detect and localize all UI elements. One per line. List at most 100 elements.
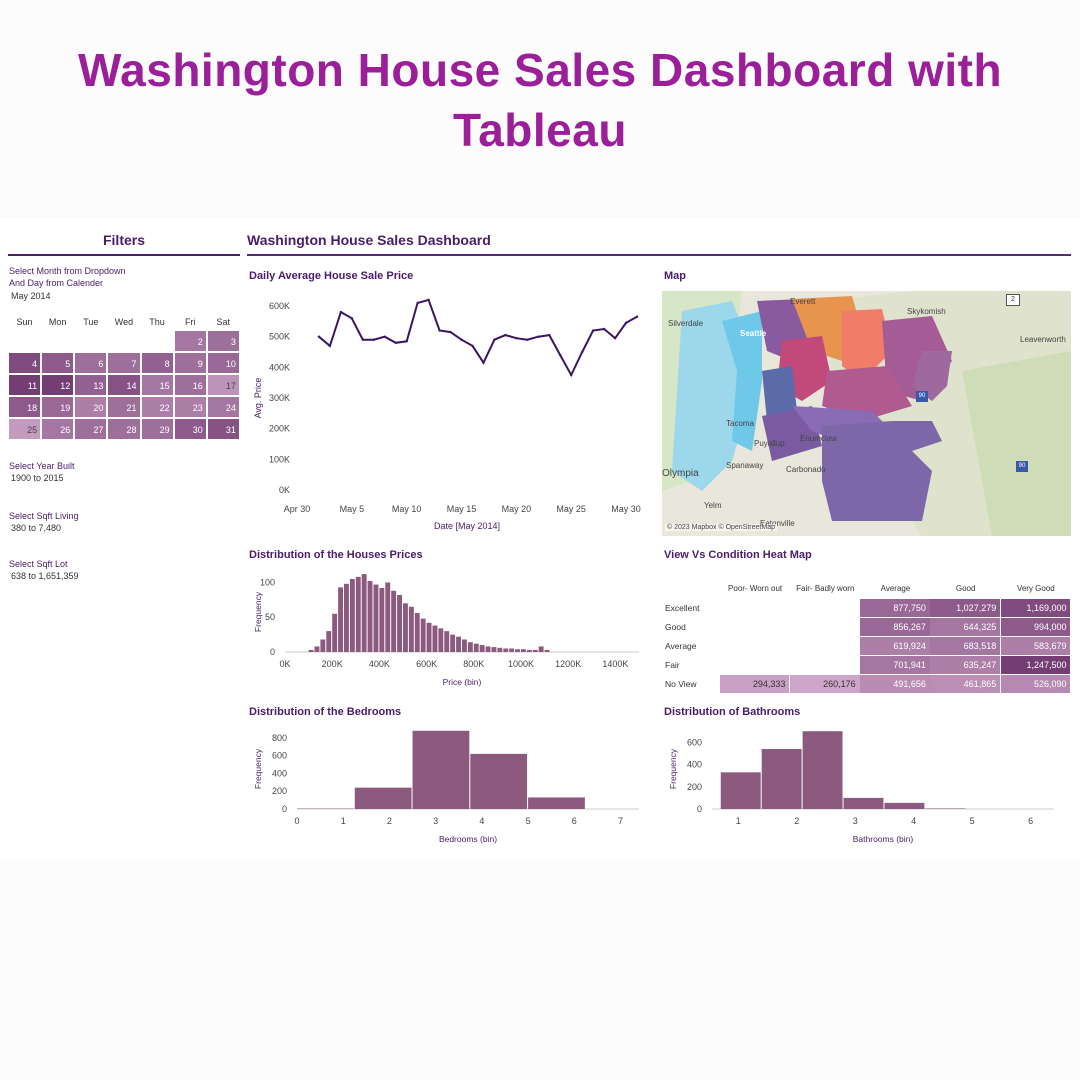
- heatmap-cell[interactable]: 619,924: [860, 636, 930, 655]
- histogram-bar[interactable]: [497, 647, 503, 652]
- heatmap-cell[interactable]: 701,941: [860, 655, 930, 674]
- price-point[interactable]: [350, 317, 354, 320]
- histogram-bar[interactable]: [385, 582, 391, 652]
- price-point[interactable]: [438, 329, 441, 332]
- calendar-day-22[interactable]: 22: [140, 396, 174, 418]
- price-point[interactable]: [624, 321, 628, 325]
- histogram-bar[interactable]: [403, 603, 408, 652]
- calendar-day-6[interactable]: 6: [74, 352, 108, 374]
- price-point[interactable]: [559, 353, 562, 357]
- price-point[interactable]: [416, 301, 419, 305]
- histogram-bar[interactable]: [397, 594, 402, 652]
- histogram-bar[interactable]: [338, 587, 343, 652]
- heatmap-cell[interactable]: 877,750: [860, 598, 930, 617]
- histogram-bar[interactable]: [761, 749, 802, 809]
- heatmap-cell[interactable]: 635,247: [930, 655, 1001, 674]
- calendar-day-30[interactable]: 30: [173, 418, 207, 440]
- calendar-day-12[interactable]: 12: [41, 374, 75, 396]
- heatmap-cell[interactable]: 1,027,279: [930, 598, 1001, 617]
- sqft-living-filter[interactable]: 380 to 7,480: [11, 523, 62, 533]
- price-point[interactable]: [569, 373, 573, 377]
- histogram-bar[interactable]: [720, 772, 761, 809]
- month-dropdown[interactable]: May 2014: [11, 291, 51, 301]
- price-point[interactable]: [372, 338, 375, 341]
- calendar-day-27[interactable]: 27: [74, 418, 108, 440]
- price-point[interactable]: [482, 361, 485, 364]
- histogram-bar[interactable]: [420, 618, 426, 652]
- price-point[interactable]: [460, 338, 463, 341]
- calendar-day-19[interactable]: 19: [41, 396, 75, 418]
- calendar-day-28[interactable]: 28: [107, 418, 141, 440]
- histogram-bar[interactable]: [354, 787, 412, 809]
- year-built-filter[interactable]: 1900 to 2015: [11, 473, 64, 483]
- price-point[interactable]: [526, 338, 529, 341]
- price-point[interactable]: [504, 333, 507, 337]
- histogram-bar[interactable]: [332, 613, 338, 652]
- histogram-bar[interactable]: [444, 631, 450, 652]
- histogram-bar[interactable]: [426, 622, 432, 652]
- calendar-day-25[interactable]: 25: [8, 418, 42, 440]
- histogram-bar[interactable]: [414, 613, 420, 652]
- bedrooms-histogram[interactable]: 0 200 400 600 800 0 1 2 3 4 5 6 7 Bedrooms (bin) Frequ…: [247, 723, 647, 851]
- price-point[interactable]: [493, 338, 496, 341]
- histogram-bar[interactable]: [526, 649, 532, 652]
- histogram-bar[interactable]: [485, 646, 491, 652]
- calendar-day-11[interactable]: 11: [8, 374, 42, 396]
- histogram-bar[interactable]: [391, 590, 397, 652]
- histogram-bar[interactable]: [373, 584, 379, 652]
- price-point[interactable]: [635, 315, 639, 318]
- histogram-bar[interactable]: [450, 634, 456, 652]
- line-chart[interactable]: 0K 100K 200K 300K 400K 500K 600K Apr 30 May 5 May…: [247, 288, 647, 538]
- histogram-bar[interactable]: [473, 643, 479, 652]
- histogram-bar[interactable]: [503, 648, 509, 652]
- price-point[interactable]: [361, 338, 365, 341]
- heatmap-cell[interactable]: 260,176: [789, 674, 860, 693]
- histogram-bar[interactable]: [528, 797, 585, 809]
- histogram-bar[interactable]: [467, 642, 473, 652]
- histogram-bar[interactable]: [802, 731, 843, 809]
- price-point[interactable]: [613, 337, 617, 340]
- calendar-day-2[interactable]: 2: [173, 330, 207, 352]
- histogram-bar[interactable]: [479, 645, 485, 652]
- heatmap-cell[interactable]: 461,865: [930, 674, 1001, 693]
- heatmap-cell[interactable]: 1,247,500: [1000, 655, 1071, 674]
- histogram-bar[interactable]: [326, 631, 332, 652]
- price-series-line[interactable]: [318, 298, 638, 378]
- price-point[interactable]: [591, 329, 595, 332]
- calendar-day-9[interactable]: 9: [173, 352, 207, 374]
- calendar-day-18[interactable]: 18: [8, 396, 42, 418]
- view-condition-heatmap[interactable]: Poor- Worn out Fair- Badly worn Average Goo…: [662, 584, 1071, 693]
- heatmap-cell[interactable]: 583,679: [1000, 636, 1071, 655]
- price-point[interactable]: [405, 340, 408, 343]
- heatmap-cell[interactable]: 644,325: [930, 617, 1001, 636]
- histogram-bar[interactable]: [521, 649, 526, 652]
- region-map[interactable]: Silverdale Skykomish Leavenworth Tacoma …: [662, 291, 1071, 536]
- price-point[interactable]: [471, 344, 474, 348]
- histogram-bar[interactable]: [491, 647, 497, 652]
- histogram-bar[interactable]: [515, 649, 520, 652]
- price-point[interactable]: [394, 341, 397, 344]
- price-point[interactable]: [383, 335, 386, 338]
- histogram-bar[interactable]: [314, 646, 320, 652]
- price-point[interactable]: [449, 330, 452, 334]
- price-point[interactable]: [328, 344, 332, 348]
- price-point[interactable]: [537, 335, 540, 338]
- heatmap-cell[interactable]: 491,656: [860, 674, 930, 693]
- calendar-day-20[interactable]: 20: [74, 396, 108, 418]
- price-point[interactable]: [580, 350, 584, 354]
- histogram-bar[interactable]: [432, 625, 438, 652]
- calendar-day-8[interactable]: 8: [140, 352, 174, 374]
- price-point[interactable]: [427, 298, 430, 302]
- heatmap-cell[interactable]: 294,333: [719, 674, 790, 693]
- histogram-bar[interactable]: [344, 583, 349, 652]
- histogram-bar[interactable]: [379, 588, 385, 652]
- calendar-day-21[interactable]: 21: [107, 396, 141, 418]
- histogram-bar[interactable]: [843, 797, 884, 809]
- day-calendar[interactable]: Sun Mon Tue Wed Thu Fri Sat 2 3 4 5 6 7 8 9 10 11 12 13 14 1…: [8, 314, 240, 440]
- calendar-day-16[interactable]: 16: [173, 374, 207, 396]
- histogram-bar[interactable]: [462, 639, 467, 652]
- histogram-bar[interactable]: [408, 606, 414, 652]
- heatmap-cell[interactable]: 1,169,000: [1000, 598, 1071, 617]
- histogram-bar[interactable]: [412, 730, 470, 809]
